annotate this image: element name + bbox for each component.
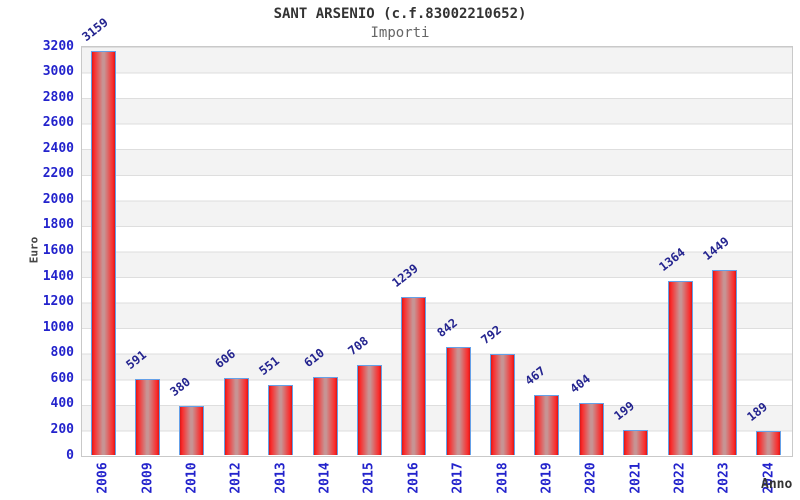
- x-tick-2016: 2016: [406, 462, 422, 494]
- x-tick-2022: 2022: [672, 462, 688, 494]
- bar-2018: [490, 353, 516, 455]
- y-tick-200: 200: [50, 421, 74, 437]
- y-tick-2800: 2800: [42, 89, 74, 105]
- x-tick-2018: 2018: [495, 462, 511, 494]
- y-tick-1200: 1200: [42, 294, 74, 310]
- bar-2016: [401, 296, 427, 455]
- chart-subtitle: Importi: [370, 25, 430, 41]
- x-tick-2014: 2014: [317, 462, 333, 494]
- x-tick-2010: 2010: [184, 462, 200, 494]
- y-tick-3000: 3000: [42, 64, 74, 80]
- bar-2023: [711, 269, 737, 455]
- y-tick-1400: 1400: [42, 268, 74, 284]
- bar-2020: [578, 403, 604, 455]
- y-tick-2000: 2000: [42, 191, 74, 207]
- x-tick-2021: 2021: [628, 462, 644, 494]
- y-tick-1000: 1000: [42, 319, 74, 335]
- x-tick-2012: 2012: [228, 462, 244, 494]
- bar-2006: [90, 51, 116, 455]
- x-tick-2023: 2023: [716, 462, 732, 494]
- x-tick-2006: 2006: [95, 462, 111, 494]
- x-tick-2015: 2015: [361, 462, 377, 494]
- bar-2015: [356, 364, 382, 455]
- y-tick-2200: 2200: [42, 166, 74, 182]
- bar-2012: [223, 377, 249, 455]
- bar-2013: [268, 384, 294, 455]
- y-tick-1800: 1800: [42, 217, 74, 233]
- x-tick-2017: 2017: [450, 462, 466, 494]
- bar-2021: [623, 429, 649, 455]
- x-axis-label: Anno: [761, 477, 793, 492]
- bar-2014: [312, 377, 338, 455]
- x-tick-2020: 2020: [583, 462, 599, 494]
- x-tick-2019: 2019: [539, 462, 555, 494]
- bar-2010: [179, 406, 205, 455]
- y-tick-400: 400: [50, 396, 74, 412]
- y-tick-600: 600: [50, 370, 74, 386]
- y-tick-2600: 2600: [42, 115, 74, 131]
- chart-title: SANT ARSENIO (c.f.83002210652): [273, 6, 527, 22]
- y-tick-2400: 2400: [42, 140, 74, 156]
- bar-2017: [445, 347, 471, 455]
- x-tick-2013: 2013: [273, 462, 289, 494]
- y-tick-800: 800: [50, 345, 74, 361]
- y-tick-0: 0: [66, 447, 74, 463]
- bar-2024: [756, 430, 782, 455]
- y-tick-1600: 1600: [42, 243, 74, 258]
- y-tick-3200: 3200: [42, 38, 74, 54]
- bar-2022: [667, 280, 693, 455]
- x-tick-2009: 2009: [140, 462, 156, 494]
- bar-2009: [135, 379, 161, 455]
- bar-2019: [534, 395, 560, 455]
